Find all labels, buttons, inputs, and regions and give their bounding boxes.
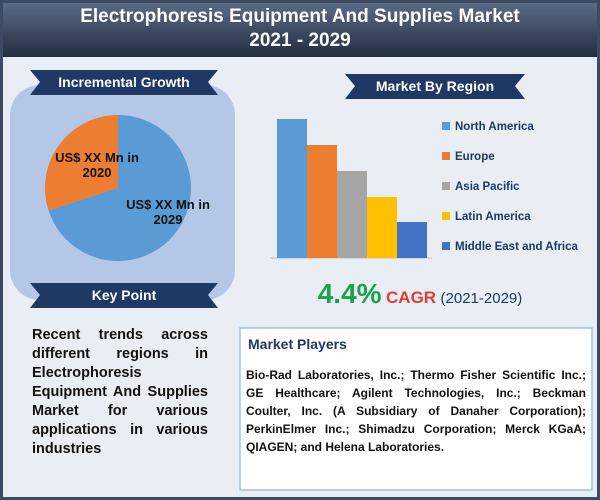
marks: North America Europe Asia Pacific Latin Ame… xyxy=(44,115,579,261)
ribbon xyxy=(30,283,218,308)
bar xyxy=(337,171,367,258)
legend-swatch xyxy=(442,152,450,160)
players-box xyxy=(239,327,593,491)
subtitle: 2021 - 2029 xyxy=(249,30,351,51)
bar xyxy=(277,119,307,258)
legend-swatch xyxy=(442,242,450,250)
title-bar xyxy=(3,3,597,57)
pie-label: US$ XX Mn in 2029 xyxy=(126,197,210,227)
cagr: 4.4% CAGR (2021-2029) xyxy=(260,278,580,310)
pie-title: Incremental Growth xyxy=(58,74,190,90)
bar xyxy=(397,222,427,258)
legend-label: North America xyxy=(455,121,534,133)
legend-label: Asia Pacific xyxy=(455,181,520,193)
section-heading: Key Point xyxy=(91,287,157,303)
key-point-text: Recent trends across different regions i… xyxy=(32,327,208,457)
ribbon xyxy=(345,74,525,99)
section-heading: Market Players xyxy=(248,336,347,352)
legend-label: Middle East and Africa xyxy=(455,241,579,253)
legend-swatch xyxy=(442,182,450,190)
bar xyxy=(307,145,337,258)
legend-label: Europe xyxy=(455,151,495,163)
cagr-value: 4.4% xyxy=(317,278,382,309)
pie-slice xyxy=(48,115,191,261)
title: Electrophoresis Equipment And Supplies M… xyxy=(80,6,520,27)
cagr-period: (2021-2029) xyxy=(440,290,523,307)
cagr-label: CAGR xyxy=(386,288,437,307)
ribbon xyxy=(30,70,218,95)
legend-label: Latin America xyxy=(455,211,531,223)
legend-swatch xyxy=(442,212,450,220)
pie-label: US$ XX Mn in 2020 xyxy=(55,150,139,180)
pie-slice xyxy=(44,115,118,211)
players-text: Bio-Rad Laboratories, Inc.; Thermo Fishe… xyxy=(246,368,586,454)
bar-title: Market By Region xyxy=(375,78,495,94)
bar xyxy=(367,197,397,258)
legend-swatch xyxy=(442,122,450,130)
